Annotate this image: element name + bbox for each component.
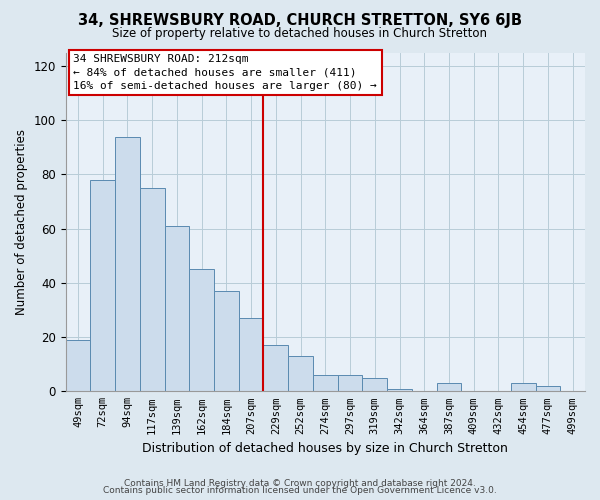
Bar [288,356,313,392]
Bar [313,375,338,392]
Bar [362,378,387,392]
Y-axis label: Number of detached properties: Number of detached properties [15,129,28,315]
Text: 34, SHREWSBURY ROAD, CHURCH STRETTON, SY6 6JB: 34, SHREWSBURY ROAD, CHURCH STRETTON, SY… [78,12,522,28]
Bar [437,383,461,392]
X-axis label: Distribution of detached houses by size in Church Stretton: Distribution of detached houses by size … [142,442,508,455]
Text: Contains public sector information licensed under the Open Government Licence v3: Contains public sector information licen… [103,486,497,495]
Bar [164,226,190,392]
Bar [190,270,214,392]
Bar [387,388,412,392]
Text: Contains HM Land Registry data © Crown copyright and database right 2024.: Contains HM Land Registry data © Crown c… [124,478,476,488]
Bar [91,180,115,392]
Bar [65,340,91,392]
Bar [214,291,239,392]
Text: 34 SHREWSBURY ROAD: 212sqm
← 84% of detached houses are smaller (411)
16% of sem: 34 SHREWSBURY ROAD: 212sqm ← 84% of deta… [73,54,377,90]
Bar [140,188,164,392]
Bar [115,136,140,392]
Text: Size of property relative to detached houses in Church Stretton: Size of property relative to detached ho… [113,28,487,40]
Bar [338,375,362,392]
Bar [239,318,263,392]
Bar [536,386,560,392]
Bar [511,383,536,392]
Bar [263,345,288,392]
